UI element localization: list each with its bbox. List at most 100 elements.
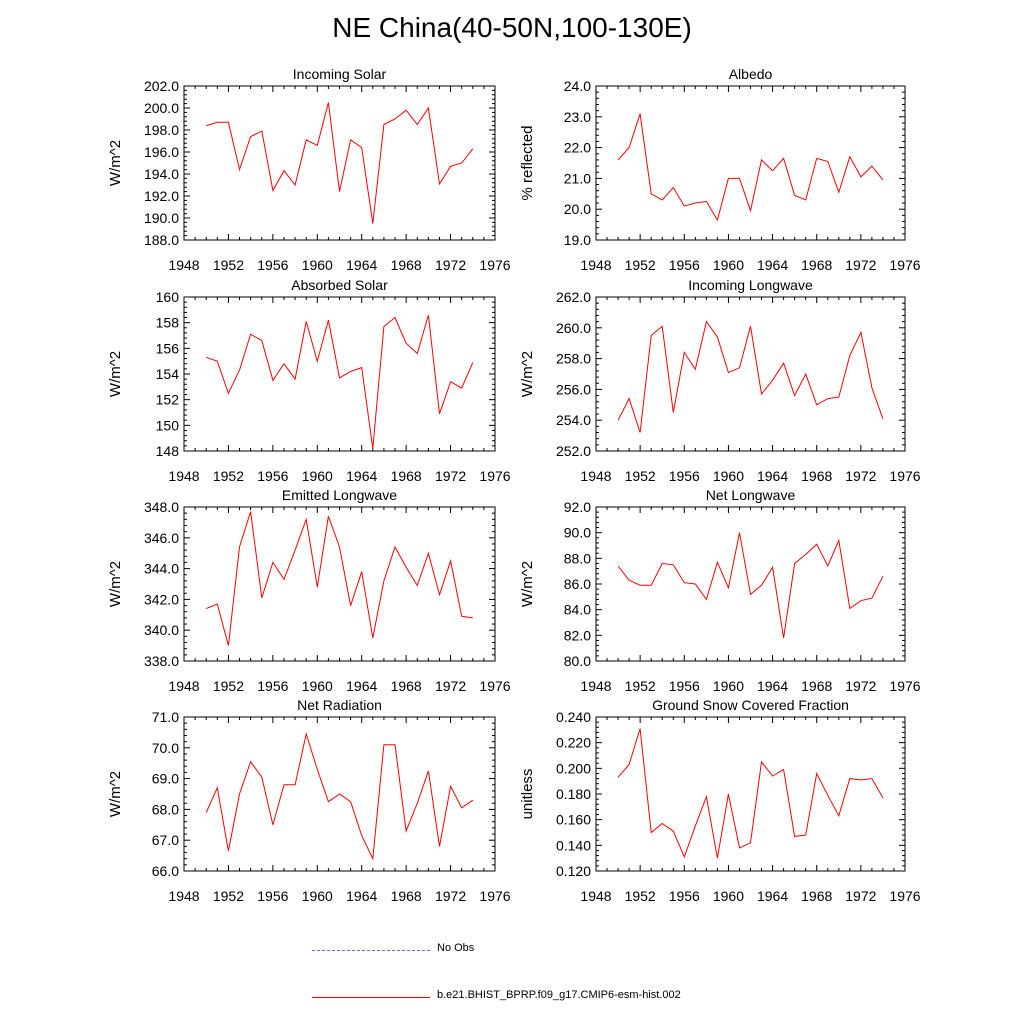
- y-tick-label: 158: [156, 315, 180, 331]
- x-tick-label: 1956: [669, 888, 700, 904]
- x-tick-label: 1948: [580, 678, 611, 694]
- y-tick-label: 340.0: [144, 622, 179, 638]
- x-tick-label: 1960: [302, 888, 333, 904]
- x-tick-label: 1948: [168, 888, 199, 904]
- x-tick-label: 1952: [213, 888, 244, 904]
- y-tick-label: 256.0: [556, 381, 591, 397]
- x-tick-label: 1956: [257, 678, 288, 694]
- y-tick-label: 344.0: [144, 561, 179, 577]
- series-line: [206, 314, 474, 449]
- x-tick-label: 1960: [302, 678, 333, 694]
- y-tick-label: 69.0: [152, 771, 179, 787]
- x-tick-label: 1964: [757, 257, 788, 273]
- x-tick-label: 1948: [168, 468, 199, 484]
- y-tick-label: 148: [156, 443, 180, 459]
- legend-item-no-obs: No Obs: [300, 940, 800, 960]
- x-tick-label: 1948: [580, 468, 611, 484]
- x-tick-label: 1968: [801, 468, 832, 484]
- x-tick-label: 1972: [845, 888, 876, 904]
- series-line: [206, 102, 474, 224]
- panel-2: 1948 1952 1956 1960 1964 1968 1972 1976 148 150 15…: [107, 277, 511, 484]
- y-axis-label: W/m^2: [107, 351, 124, 397]
- legend-line-solid: [312, 997, 430, 998]
- x-tick-label: 1960: [713, 678, 744, 694]
- x-tick-label: 1964: [346, 888, 377, 904]
- y-tick-label: 254.0: [556, 412, 591, 428]
- x-tick-label: 1964: [757, 678, 788, 694]
- panel-title: Ground Snow Covered Fraction: [652, 697, 849, 713]
- x-tick-label: 1956: [257, 468, 288, 484]
- y-tick-label: 192.0: [144, 188, 179, 204]
- y-tick-label: 338.0: [144, 653, 179, 669]
- y-tick-label: 260.0: [556, 320, 591, 336]
- panel-3: 1948 1952 1956 1960 1964 1968 1972 1976 252.0 254…: [519, 277, 921, 484]
- y-tick-label: 0.180: [556, 786, 591, 802]
- x-tick-label: 1952: [213, 678, 244, 694]
- y-tick-label: 0.200: [556, 760, 591, 776]
- y-tick-label: 152: [156, 392, 180, 408]
- x-tick-label: 1956: [257, 257, 288, 273]
- x-tick-label: 1960: [713, 888, 744, 904]
- x-tick-label: 1956: [669, 468, 700, 484]
- panel-title: Net Radiation: [297, 697, 382, 713]
- series-line: [205, 731, 474, 861]
- y-tick-label: 67.0: [152, 832, 179, 848]
- y-tick-label: 20.0: [564, 201, 591, 217]
- y-tick-label: 156: [156, 340, 180, 356]
- y-tick-label: 346.0: [144, 530, 179, 546]
- x-tick-label: 1968: [801, 257, 832, 273]
- y-axis-label: % reflected: [519, 125, 536, 200]
- x-tick-label: 1972: [435, 888, 466, 904]
- plot-frame: [183, 506, 496, 662]
- y-tick-label: 198.0: [144, 122, 179, 138]
- x-tick-label: 1952: [213, 257, 244, 273]
- plot-frame: [595, 716, 906, 872]
- x-tick-label: 1964: [346, 468, 377, 484]
- x-tick-label: 1964: [346, 257, 377, 273]
- plot-frame: [183, 85, 496, 241]
- y-tick-label: 21.0: [564, 170, 591, 186]
- x-tick-label: 1964: [346, 678, 377, 694]
- x-tick-label: 1968: [391, 468, 422, 484]
- x-tick-label: 1952: [625, 257, 656, 273]
- x-tick-label: 1948: [168, 678, 199, 694]
- y-tick-label: 262.0: [556, 289, 591, 305]
- y-tick-label: 0.120: [556, 863, 591, 879]
- x-tick-label: 1976: [479, 257, 510, 273]
- x-tick-label: 1948: [580, 257, 611, 273]
- x-tick-label: 1972: [435, 468, 466, 484]
- y-tick-label: 196.0: [144, 144, 179, 160]
- y-tick-label: 23.0: [564, 109, 591, 125]
- x-tick-label: 1972: [845, 468, 876, 484]
- y-tick-label: 258.0: [556, 351, 591, 367]
- series-line: [617, 113, 884, 222]
- x-tick-label: 1952: [625, 468, 656, 484]
- x-tick-label: 1968: [391, 257, 422, 273]
- legend-item-model: b.e21.BHIST_BPRP.f09_g17.CMIP6-esm-hist.…: [300, 987, 800, 1007]
- panel-title: Albedo: [729, 66, 773, 82]
- x-tick-label: 1976: [479, 888, 510, 904]
- x-tick-label: 1976: [889, 468, 920, 484]
- legend-label: No Obs: [437, 942, 475, 954]
- x-tick-label: 1956: [669, 678, 700, 694]
- y-tick-label: 22.0: [564, 140, 591, 156]
- y-tick-label: 202.0: [144, 78, 179, 94]
- series-line: [206, 511, 473, 646]
- x-tick-label: 1968: [391, 678, 422, 694]
- y-tick-label: 66.0: [152, 863, 179, 879]
- x-tick-label: 1960: [713, 468, 744, 484]
- series-line: [617, 532, 884, 638]
- y-tick-label: 154: [156, 366, 180, 382]
- plot-frame: [183, 296, 496, 452]
- y-tick-label: 80.0: [564, 653, 591, 669]
- y-tick-label: 190.0: [144, 210, 179, 226]
- y-tick-label: 348.0: [144, 499, 179, 515]
- x-tick-label: 1968: [801, 888, 832, 904]
- y-tick-label: 84.0: [564, 602, 591, 618]
- y-tick-label: 342.0: [144, 591, 179, 607]
- panel-7: 1948 1952 1956 1960 1964 1968 1972 1976 0.120 0.1…: [519, 697, 921, 904]
- y-tick-label: 200.0: [144, 100, 179, 116]
- x-tick-label: 1948: [580, 888, 611, 904]
- panel-0: 1948 1952 1956 1960 1964 1968 1972 1976 188.0 190…: [107, 66, 511, 273]
